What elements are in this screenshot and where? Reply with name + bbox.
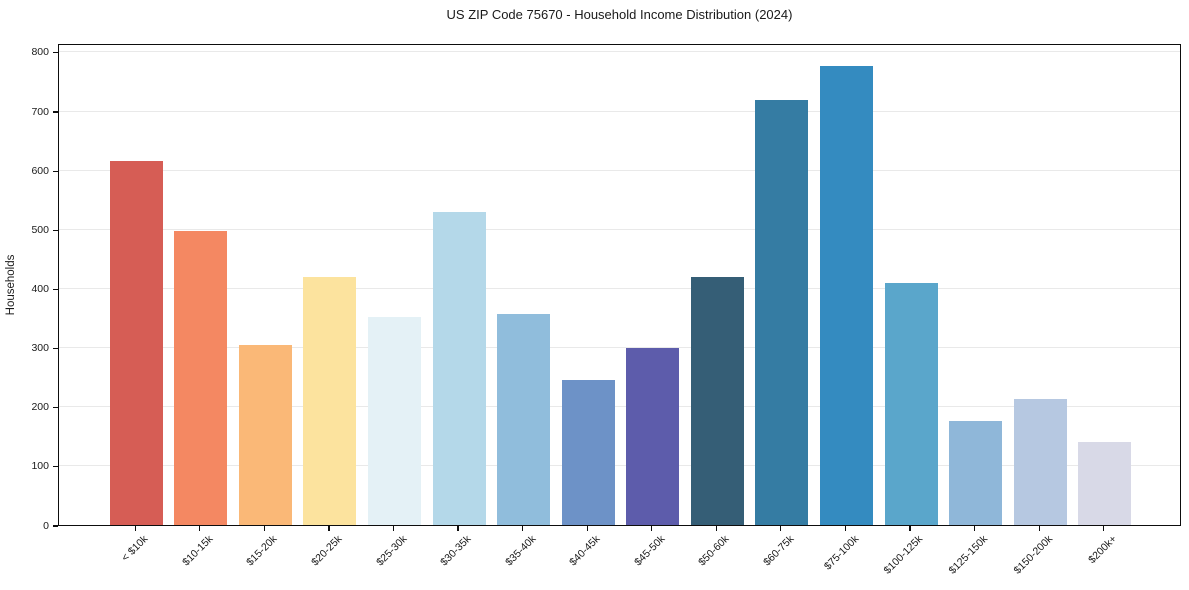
y-tick-mark-800: [53, 52, 58, 54]
y-tick-label-0: 0: [43, 519, 49, 532]
y-tick-label-700: 700: [31, 105, 49, 118]
bar-$125-150k: [949, 420, 1003, 525]
gridline-400: [59, 287, 1180, 289]
x-tick-label-$10-15k: $10-15k: [180, 533, 216, 569]
x-tick-mark-$40-45k: [586, 526, 588, 531]
y-tick-mark-0: [53, 525, 58, 527]
y-tick-mark-400: [53, 288, 58, 291]
bar-$60-75k: [755, 100, 809, 525]
bar-$20-25k: [303, 276, 357, 525]
bar-$75-100k: [819, 66, 873, 525]
gridline-800: [59, 51, 1180, 53]
x-tick-label-< $10k: < $10k: [119, 533, 151, 564]
gridline-200: [59, 406, 1180, 408]
bar-$150-200k: [1013, 399, 1067, 525]
bar-$100-125k: [884, 282, 938, 525]
x-tick-label-$125-150k: $125-150k: [946, 533, 991, 577]
x-tick-label-$30-35k: $30-35k: [438, 533, 474, 569]
x-tick-mark-$200k+: [1103, 526, 1105, 531]
bar-$40-45k: [561, 380, 615, 525]
x-tick-mark-$15-20k: [263, 526, 265, 531]
x-tick-mark-$30-35k: [457, 526, 459, 531]
bar-$45-50k: [626, 348, 680, 525]
gridline-100: [59, 465, 1180, 467]
x-tick-mark-$20-25k: [328, 526, 330, 531]
x-tick-mark-$35-40k: [522, 526, 524, 531]
plot-area: [58, 44, 1181, 526]
y-tick-mark-700: [53, 111, 58, 113]
bar-$50-60k: [690, 276, 744, 525]
x-tick-mark-$25-30k: [392, 526, 395, 531]
x-tick-label-$150-200k: $150-200k: [1011, 533, 1055, 577]
y-tick-mark-600: [53, 170, 58, 172]
bar-$25-30k: [368, 317, 422, 525]
x-tick-label-$35-40k: $35-40k: [502, 533, 539, 569]
y-tick-label-400: 400: [31, 282, 49, 295]
x-tick-label-$60-75k: $60-75k: [761, 533, 797, 569]
x-tick-label-$100-125k: $100-125k: [881, 533, 926, 577]
bar-$15-20k: [238, 344, 292, 525]
x-tick-label-$75-100k: $75-100k: [821, 533, 861, 573]
x-tick-label-$40-45k: $40-45k: [567, 533, 603, 569]
y-tick-label-200: 200: [31, 401, 49, 414]
gridline-300: [59, 347, 1180, 349]
y-tick-label-500: 500: [31, 223, 49, 236]
x-tick-label-$45-50k: $45-50k: [631, 533, 668, 569]
x-tick-mark-$75-100k: [844, 526, 847, 531]
x-tick-mark-$150-200k: [1038, 526, 1040, 531]
x-tick-mark-$125-150k: [973, 526, 976, 531]
gridline-600: [59, 169, 1180, 171]
x-tick-mark-$100-125k: [909, 526, 911, 531]
x-tick-label-$25-30k: $25-30k: [373, 533, 410, 569]
x-tick-label-$200k+: $200k+: [1086, 533, 1120, 567]
bar-$35-40k: [497, 313, 551, 525]
y-tick-label-800: 800: [31, 46, 49, 59]
x-tick-label-$15-20k: $15-20k: [244, 533, 280, 569]
y-tick-mark-200: [53, 407, 58, 409]
gridline-700: [59, 110, 1180, 112]
y-tick-label-100: 100: [31, 460, 49, 473]
y-tick-label-300: 300: [31, 342, 49, 355]
x-tick-mark-$50-60k: [715, 526, 717, 531]
bar-$10-15k: [174, 231, 228, 525]
x-tick-mark-$60-75k: [780, 526, 782, 531]
bar-$200k+: [1078, 442, 1132, 525]
x-tick-mark-$10-15k: [199, 526, 201, 531]
y-tick-mark-100: [53, 466, 58, 468]
x-tick-mark-$45-50k: [651, 526, 653, 531]
y-tick-mark-300: [53, 347, 58, 350]
bar-$30-35k: [432, 211, 486, 525]
bar-< $10k: [109, 160, 163, 525]
y-tick-label-600: 600: [31, 164, 49, 177]
x-tick-label-$50-60k: $50-60k: [696, 533, 732, 569]
x-tick-mark-< $10k: [134, 526, 136, 531]
x-tick-label-$20-25k: $20-25k: [309, 533, 345, 569]
gridline-500: [59, 228, 1180, 230]
y-tick-mark-500: [53, 229, 58, 231]
chart-title: US ZIP Code 75670 - Household Income Dis…: [446, 7, 793, 22]
